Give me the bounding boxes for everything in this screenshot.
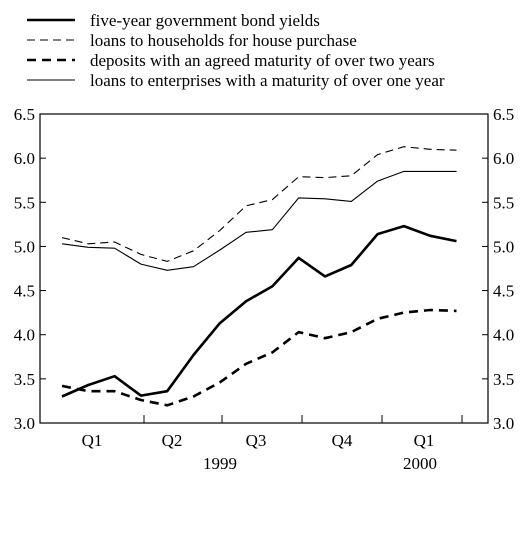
y-tick-label-left: 4.5 [14,282,35,301]
y-tick-label-right: 6.5 [493,105,514,124]
axes: 3.0 3.0 3.5 3.5 4.0 4.0 4.5 4.5 5.0 5.0 5.5 5.5 6.0 6… [14,105,515,473]
y-tick-label-right: 4.5 [493,282,514,301]
legend-label-2: loans to households for house purchase [90,31,357,50]
x-quarter-label: Q1 [414,431,435,450]
legend-label-4: loans to enterprises with a maturity of … [90,71,445,90]
y-tick-label-right: 3.5 [493,370,514,389]
plot-frame [39,113,489,424]
y-tick-label-right: 5.0 [493,237,514,256]
y-tick-label-left: 3.5 [14,370,35,389]
y-tick-label-left: 5.0 [14,237,35,256]
y-tick-label-right: 4.0 [493,326,514,345]
y-tick-label-right: 6.0 [493,149,514,168]
y-tick-label-right: 3.0 [493,414,514,433]
y-tick-label-left: 6.5 [14,105,35,124]
y-tick-label-left: 4.0 [14,326,35,345]
y-tick-label-left: 6.0 [14,149,35,168]
x-quarter-label: Q1 [82,431,103,450]
series-line-4 [61,170,457,271]
x-quarter-label: Q3 [246,431,267,450]
y-tick-label-right: 5.5 [493,193,514,212]
series-line-3 [61,308,457,407]
x-quarter-label: Q4 [332,431,353,450]
series-lines [61,146,457,407]
y-tick-label-left: 5.5 [14,193,35,212]
x-year-label: 1999 [203,454,237,473]
x-year-label: 2000 [403,454,437,473]
legend-label-3: deposits with an agreed maturity of over… [90,51,435,70]
series-line-2 [61,146,457,262]
series-line-1 [61,224,457,398]
y-tick-label-left: 3.0 [14,414,35,433]
x-quarter-label: Q2 [162,431,183,450]
legend-label-1: five-year government bond yields [90,11,320,30]
